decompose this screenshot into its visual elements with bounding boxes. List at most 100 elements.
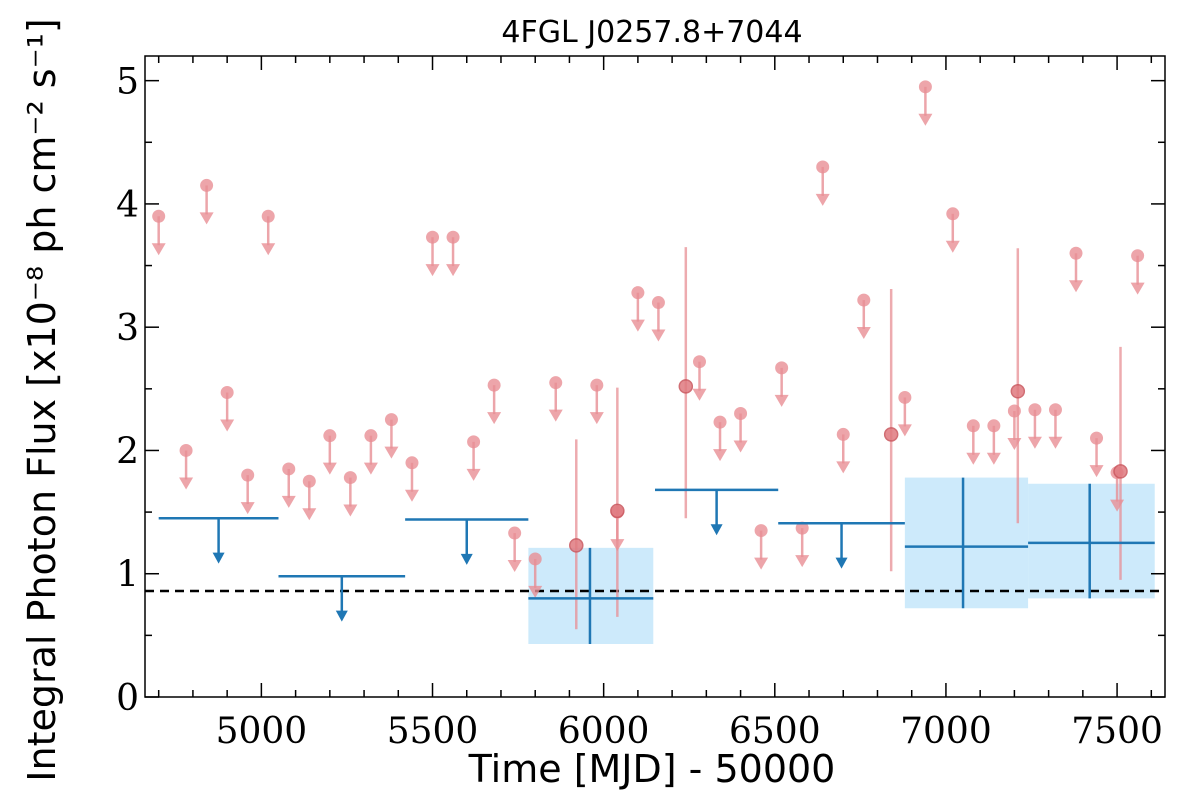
x-tick-label: 5000 — [216, 711, 308, 752]
monthly-upper-limit-marker — [775, 361, 789, 375]
yearly-upper-limit-arrow — [835, 557, 848, 569]
y-tick-label: 2 — [116, 431, 139, 472]
monthly-upper-limit-marker — [384, 413, 398, 427]
monthly-upper-limit-arrow — [918, 113, 933, 126]
monthly-upper-limit-marker — [734, 406, 748, 420]
monthly-upper-limit-arrow — [302, 508, 317, 521]
monthly-upper-limit-marker — [1069, 246, 1083, 260]
monthly-upper-limit-marker — [364, 429, 378, 443]
monthly-upper-limit-arrow — [774, 394, 789, 407]
monthly-upper-limit-arrow — [1130, 282, 1145, 295]
monthly-upper-limit-marker — [651, 296, 665, 310]
monthly-upper-limit-marker — [946, 207, 960, 221]
monthly-upper-limit-arrow — [466, 468, 481, 481]
yearly-series — [158, 477, 1155, 644]
monthly-upper-limit-arrow — [815, 193, 830, 206]
monthly-detection-marker — [569, 538, 584, 553]
monthly-upper-limit-arrow — [733, 440, 748, 453]
y-tick-label: 5 — [116, 62, 139, 103]
monthly-upper-limit-marker — [836, 427, 850, 441]
monthly-upper-limit-arrow — [179, 477, 194, 490]
monthly-upper-limit-arrow — [795, 555, 810, 568]
yearly-upper-limit-arrow — [212, 552, 225, 564]
monthly-upper-limit-marker — [918, 80, 932, 94]
monthly-upper-limit-marker — [631, 286, 645, 300]
monthly-upper-limit-marker — [1131, 249, 1145, 263]
monthly-upper-limit-marker — [302, 474, 316, 488]
monthly-upper-limit-arrow — [151, 243, 166, 256]
monthly-upper-limit-marker — [261, 209, 275, 223]
monthly-upper-limit-arrow — [199, 212, 214, 225]
monthly-upper-limit-marker — [754, 524, 768, 538]
monthly-upper-limit-marker — [966, 419, 980, 433]
monthly-detection-marker — [883, 427, 899, 442]
monthly-upper-limit-marker — [343, 471, 357, 485]
monthly-detection-marker — [610, 503, 625, 519]
monthly-upper-limit-arrow — [261, 243, 276, 256]
monthly-upper-limit-marker — [179, 443, 193, 457]
monthly-upper-limit-arrow — [220, 419, 235, 432]
monthly-upper-limit-arrow — [836, 461, 851, 474]
x-tick-label: 5500 — [387, 711, 479, 752]
monthly-upper-limit-marker — [405, 456, 419, 470]
monthly-upper-limit-arrow — [446, 264, 461, 277]
chart-title: 4FGL J0257.8+7044 — [501, 15, 802, 50]
monthly-upper-limit-marker — [816, 160, 830, 174]
monthly-upper-limit-marker — [692, 355, 706, 369]
monthly-upper-limit-marker — [446, 230, 460, 244]
monthly-upper-limit-arrow — [1089, 465, 1104, 478]
monthly-upper-limit-marker — [487, 378, 501, 392]
monthly-detection-marker — [678, 379, 694, 394]
monthly-upper-limit-marker — [1028, 403, 1042, 417]
plot-frame — [144, 55, 1166, 698]
monthly-upper-limit-arrow — [856, 327, 871, 340]
x-tick-label: 6000 — [558, 711, 650, 752]
monthly-upper-limit-arrow — [240, 502, 255, 515]
monthly-upper-limit-arrow — [713, 449, 728, 462]
monthly-upper-limit-arrow — [343, 504, 358, 517]
y-axis-label: Integral Photon Flux [x10⁻⁸ ph cm⁻² s⁻¹] — [20, 18, 64, 781]
monthly-upper-limit-marker — [467, 435, 481, 449]
monthly-upper-limit-marker — [282, 462, 296, 476]
y-tick-label: 4 — [116, 185, 139, 226]
monthly-upper-limit-marker — [152, 209, 166, 223]
monthly-upper-limit-arrow — [404, 489, 419, 502]
monthly-upper-limit-arrow — [945, 240, 960, 253]
monthly-upper-limit-marker — [200, 178, 214, 192]
monthly-upper-limit-marker — [1090, 431, 1104, 445]
monthly-detection-marker — [1010, 384, 1026, 399]
monthly-upper-limit-arrow — [692, 388, 707, 401]
monthly-upper-limit-marker — [987, 419, 1001, 433]
monthly-upper-limit-arrow — [528, 585, 543, 598]
monthly-upper-limit-marker — [549, 376, 563, 390]
monthly-upper-limit-arrow — [897, 424, 912, 437]
monthly-upper-limit-marker — [241, 468, 255, 482]
monthly-upper-limit-arrow — [487, 412, 502, 425]
yearly-upper-limit-arrow — [335, 610, 348, 622]
y-tick-label: 3 — [116, 308, 139, 349]
monthly-upper-limit-marker — [220, 386, 234, 400]
monthly-upper-limit-arrow — [1027, 436, 1042, 449]
monthly-upper-limit-arrow — [281, 495, 296, 508]
monthly-upper-limit-arrow — [754, 557, 769, 570]
x-tick-label: 6500 — [729, 711, 821, 752]
monthly-upper-limit-marker — [713, 415, 727, 429]
x-tick-label: 7500 — [1071, 711, 1163, 752]
monthly-upper-limit-marker — [508, 526, 522, 540]
monthly-upper-limit-marker — [426, 230, 440, 244]
monthly-upper-limit-arrow — [1069, 280, 1084, 293]
monthly-upper-limit-arrow — [322, 462, 337, 475]
yearly-upper-limit-arrow — [460, 553, 473, 565]
monthly-upper-limit-marker — [1048, 403, 1062, 417]
monthly-upper-limit-arrow — [425, 264, 440, 277]
monthly-upper-limit-marker — [590, 378, 604, 392]
monthly-upper-limit-arrow — [363, 462, 378, 475]
monthly-upper-limit-arrow — [966, 452, 981, 465]
monthly-upper-limit-marker — [528, 552, 542, 566]
axes: 5000 5500 6000 6500 7000 7500 0 1 2 3 4 5 — [116, 55, 1166, 752]
monthly-upper-limit-arrow — [589, 412, 604, 425]
x-axis-label: Time [MJD] - 50000 — [468, 747, 836, 791]
monthly-upper-limit-arrow — [986, 452, 1001, 465]
monthly-upper-limit-marker — [795, 521, 809, 535]
